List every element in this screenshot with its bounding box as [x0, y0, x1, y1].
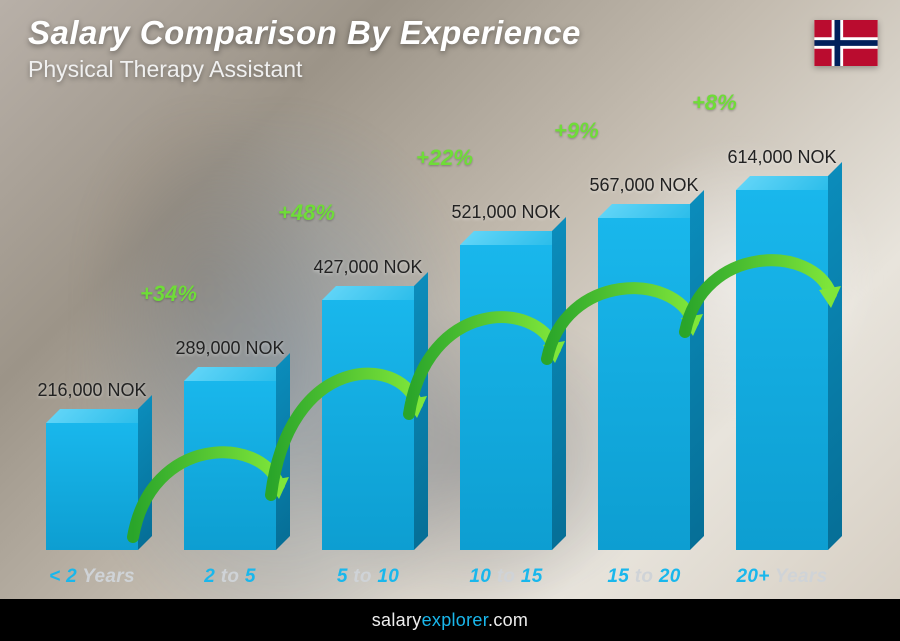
increase-percent-label: +22% — [416, 145, 473, 171]
bar — [184, 381, 276, 550]
bar — [46, 423, 138, 550]
bar-side — [276, 353, 290, 550]
page-subtitle: Physical Therapy Assistant — [28, 56, 581, 83]
bar-value-label: 614,000 NOK — [727, 147, 836, 168]
bar-top — [46, 409, 152, 423]
bar-value-label: 427,000 NOK — [313, 257, 422, 278]
bar-value-label: 567,000 NOK — [589, 175, 698, 196]
bar-value-label: 289,000 NOK — [175, 338, 284, 359]
bar-front — [598, 218, 690, 550]
x-axis-label: 10 to 15 — [452, 566, 560, 588]
bar-slot: 521,000 NOK — [452, 150, 560, 550]
footer-text: salaryexplorer.com — [372, 610, 528, 631]
bar-top — [736, 176, 842, 190]
bar — [598, 218, 690, 550]
bar-slot: 614,000 NOK — [728, 150, 836, 550]
bar-top — [460, 231, 566, 245]
footer-text-accent: explorer — [422, 610, 488, 630]
footer-text-suffix: .com — [488, 610, 528, 630]
bar-slot: 289,000 NOK — [176, 150, 284, 550]
header-block: Salary Comparison By Experience Physical… — [28, 14, 581, 83]
page-title: Salary Comparison By Experience — [28, 14, 581, 52]
increase-percent-label: +48% — [278, 200, 335, 226]
bar-side — [690, 190, 704, 550]
norway-flag-icon — [814, 20, 878, 66]
footer-text-plain: salary — [372, 610, 422, 630]
infographic-root: Salary Comparison By Experience Physical… — [0, 0, 900, 641]
x-axis-label: 2 to 5 — [176, 566, 284, 588]
bar-value-label: 216,000 NOK — [37, 380, 146, 401]
bar-front — [46, 423, 138, 550]
x-axis-label: 5 to 10 — [314, 566, 422, 588]
chart-area: 216,000 NOK 289,000 NOK 427,000 NOK 521,000… — [38, 150, 858, 550]
x-axis-label: < 2 Years — [38, 566, 146, 588]
bar-slot: 216,000 NOK — [38, 150, 146, 550]
footer-bar: salaryexplorer.com — [0, 599, 900, 641]
bar-top — [598, 204, 704, 218]
bar-top — [322, 286, 428, 300]
bars-row: 216,000 NOK 289,000 NOK 427,000 NOK 521,000… — [38, 150, 858, 550]
bar-side — [138, 395, 152, 550]
bar-front — [460, 245, 552, 550]
bar — [460, 245, 552, 550]
x-axis-label: 20+ Years — [728, 566, 836, 588]
x-axis-label: 15 to 20 — [590, 566, 698, 588]
increase-percent-label: +8% — [692, 90, 737, 116]
bar-side — [552, 217, 566, 550]
increase-percent-label: +9% — [554, 118, 599, 144]
bar — [736, 190, 828, 550]
bar-top — [184, 367, 290, 381]
bar — [322, 300, 414, 550]
x-axis-labels: < 2 Years 2 to 5 5 to 10 10 to 15 15 to 20 20… — [38, 558, 858, 588]
bar-side — [414, 272, 428, 550]
bar-value-label: 521,000 NOK — [451, 202, 560, 223]
bar-front — [184, 381, 276, 550]
increase-percent-label: +34% — [140, 281, 197, 307]
bar-front — [322, 300, 414, 550]
bar-slot: 567,000 NOK — [590, 150, 698, 550]
bar-front — [736, 190, 828, 550]
bar-side — [828, 162, 842, 550]
